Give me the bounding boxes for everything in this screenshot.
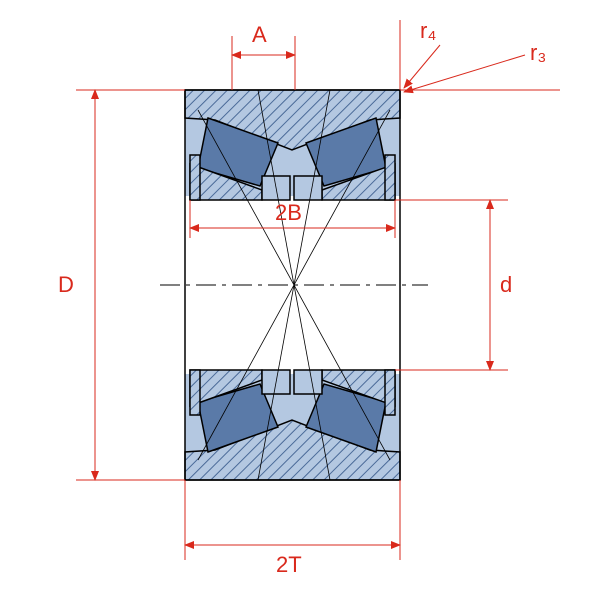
label-2T: 2T: [276, 552, 302, 578]
label-r4: r₄: [420, 18, 436, 44]
label-2B: 2B: [275, 200, 302, 226]
label-r3: r₃: [530, 40, 546, 66]
label-D: D: [58, 272, 74, 298]
diagram-svg: [0, 0, 600, 600]
label-A: A: [252, 22, 267, 48]
label-d: d: [500, 272, 512, 298]
bearing-diagram: D d A 2B 2T r₄ r₃: [0, 0, 600, 600]
